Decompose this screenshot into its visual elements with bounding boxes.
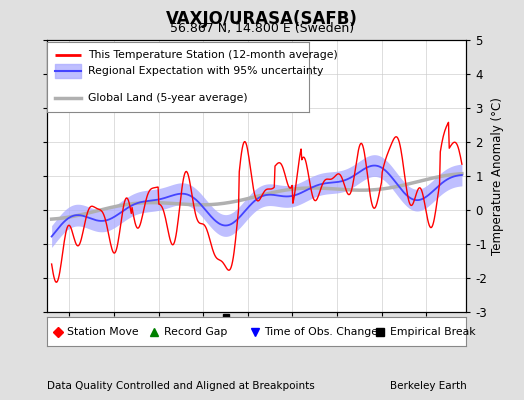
Text: Station Move: Station Move [67, 326, 139, 336]
Text: VAXJO/URASA(SAFB): VAXJO/URASA(SAFB) [166, 10, 358, 28]
Text: 56.867 N, 14.800 E (Sweden): 56.867 N, 14.800 E (Sweden) [170, 22, 354, 35]
Text: Empirical Break: Empirical Break [390, 326, 476, 336]
Y-axis label: Temperature Anomaly (°C): Temperature Anomaly (°C) [492, 97, 505, 255]
Text: Berkeley Earth: Berkeley Earth [390, 381, 466, 391]
Text: Time of Obs. Change: Time of Obs. Change [264, 326, 378, 336]
Text: Regional Expectation with 95% uncertainty: Regional Expectation with 95% uncertaint… [88, 66, 323, 76]
Text: Data Quality Controlled and Aligned at Breakpoints: Data Quality Controlled and Aligned at B… [47, 381, 315, 391]
Text: Global Land (5-year average): Global Land (5-year average) [88, 93, 247, 103]
Text: This Temperature Station (12-month average): This Temperature Station (12-month avera… [88, 50, 337, 60]
Text: Record Gap: Record Gap [163, 326, 227, 336]
